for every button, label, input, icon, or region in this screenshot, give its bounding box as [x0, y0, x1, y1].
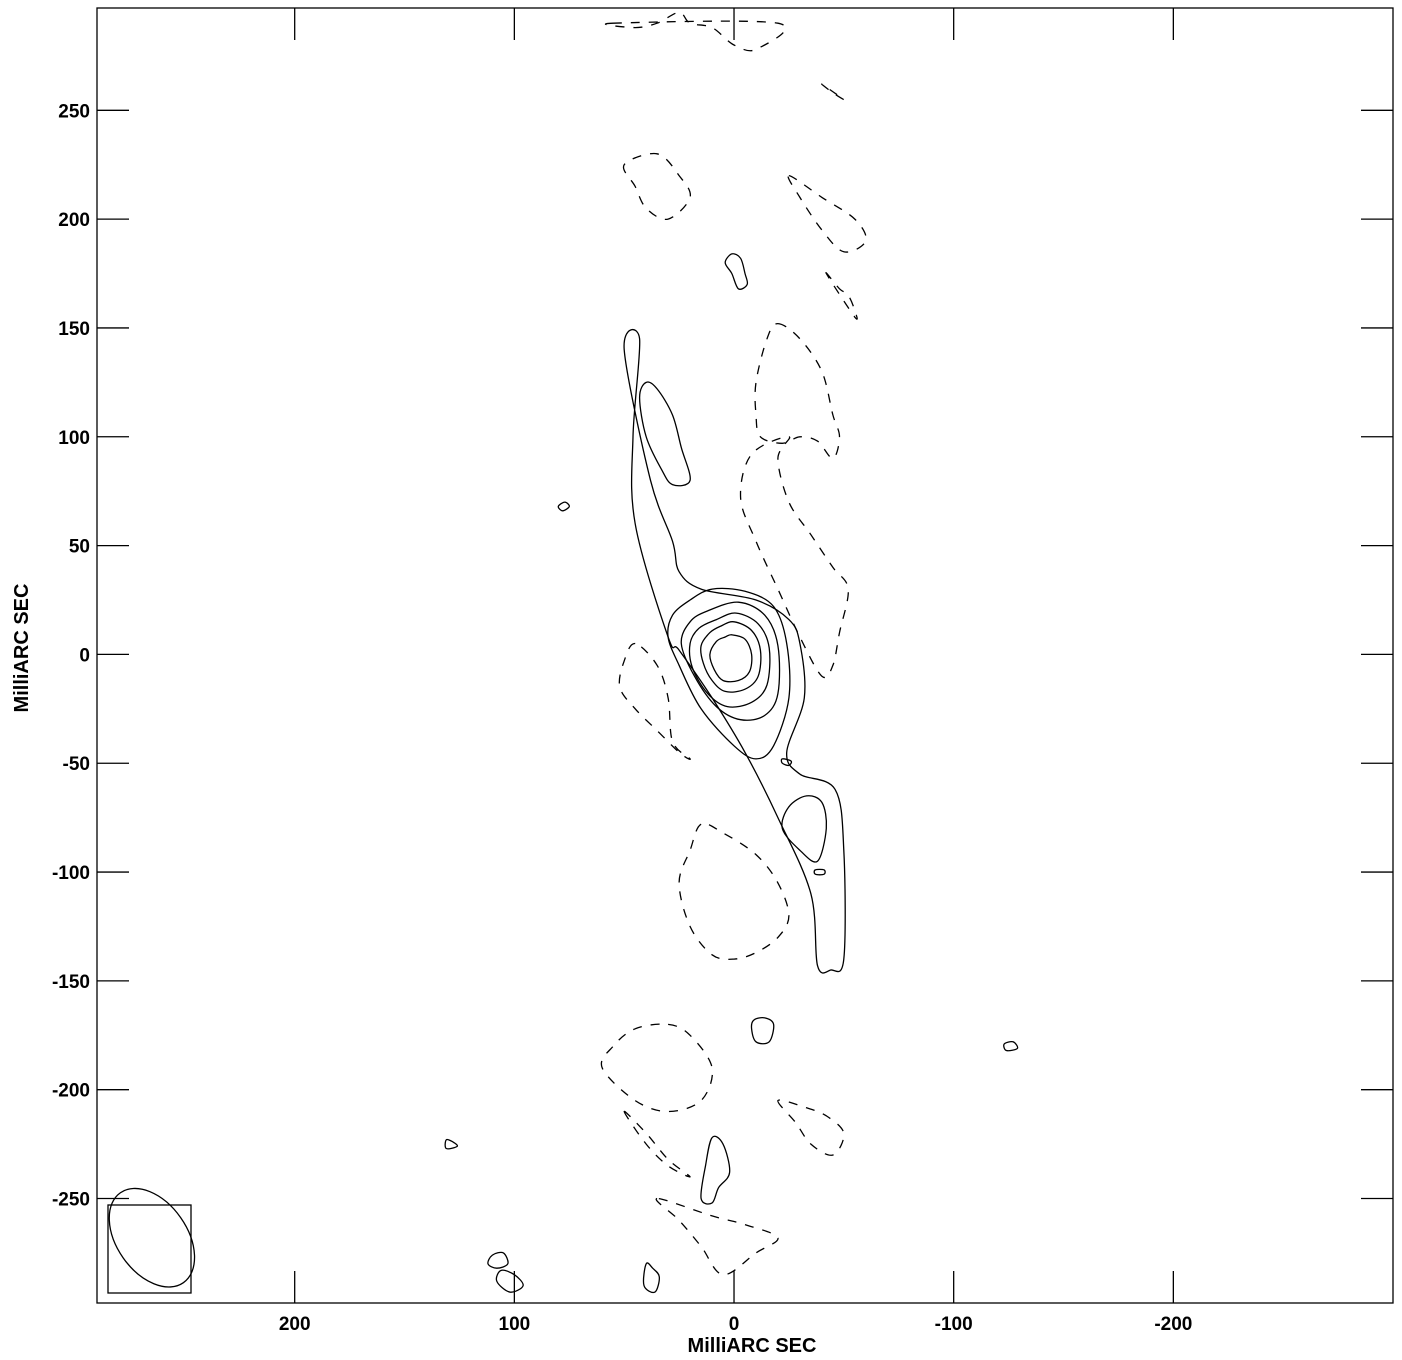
y-tick-label: -150	[52, 972, 90, 993]
positive-contour	[557, 501, 570, 512]
negative-contour	[618, 642, 691, 760]
y-tick-label: 100	[58, 428, 90, 449]
y-tick-label: -250	[52, 1190, 90, 1211]
positive-contour	[1003, 1040, 1019, 1052]
negative-contour	[787, 174, 867, 253]
y-tick-label: -100	[52, 863, 90, 884]
positive-contour	[642, 1262, 660, 1294]
positive-contour	[700, 621, 762, 693]
positive-contour	[724, 253, 749, 290]
positive-contour	[495, 1269, 524, 1293]
positive-contour	[781, 795, 828, 863]
x-tick-label: 200	[279, 1314, 311, 1335]
negative-contour	[825, 272, 858, 320]
negative-contour	[777, 1099, 845, 1156]
y-tick-label: -50	[63, 754, 90, 775]
y-tick-label: -200	[52, 1081, 90, 1102]
positive-contour	[623, 329, 846, 974]
y-axis-title: MilliARC SEC	[11, 584, 33, 713]
positive-contour	[813, 868, 826, 876]
x-axis-title: MilliARC SEC	[688, 1335, 817, 1357]
beam-inset	[107, 1187, 196, 1294]
negative-contour	[622, 152, 692, 221]
positive-contour	[444, 1138, 459, 1150]
y-tick-label: 200	[58, 210, 90, 231]
positive-contour	[688, 612, 771, 708]
plot-frame	[96, 7, 1394, 1304]
positive-contour	[780, 758, 793, 767]
beam-box	[107, 1204, 192, 1294]
negative-contour	[754, 322, 841, 460]
negative-contour	[600, 1023, 714, 1113]
y-tick-label: 0	[79, 645, 90, 666]
negative-contour	[604, 11, 787, 52]
x-tick-label: 100	[499, 1314, 531, 1335]
x-tick-label: -200	[1154, 1314, 1192, 1335]
negative-contour	[821, 83, 845, 101]
x-tick-label: 0	[729, 1314, 740, 1335]
negative-contour	[655, 1197, 779, 1276]
positive-contour	[750, 1017, 775, 1045]
positive-contour	[680, 601, 781, 721]
contour-lines	[444, 11, 1019, 1294]
y-tick-label: 250	[58, 101, 90, 122]
beam-ellipse	[108, 1187, 196, 1288]
y-tick-label: 50	[69, 537, 90, 558]
y-tick-label: 150	[58, 319, 90, 340]
positive-contour	[709, 634, 753, 683]
positive-contour	[638, 381, 691, 487]
axis-ticks	[97, 8, 1393, 1303]
negative-contour	[678, 822, 790, 961]
x-tick-label: -100	[935, 1314, 973, 1335]
negative-contour	[739, 436, 849, 679]
negative-contour	[623, 1110, 691, 1178]
positive-contour	[667, 587, 791, 760]
positive-contour	[487, 1251, 509, 1269]
tick-labels: 200 100 0 -100 -200 250 200 150 100 50 0 -50 -100 -15…	[52, 101, 1192, 1335]
positive-contour	[700, 1135, 731, 1205]
